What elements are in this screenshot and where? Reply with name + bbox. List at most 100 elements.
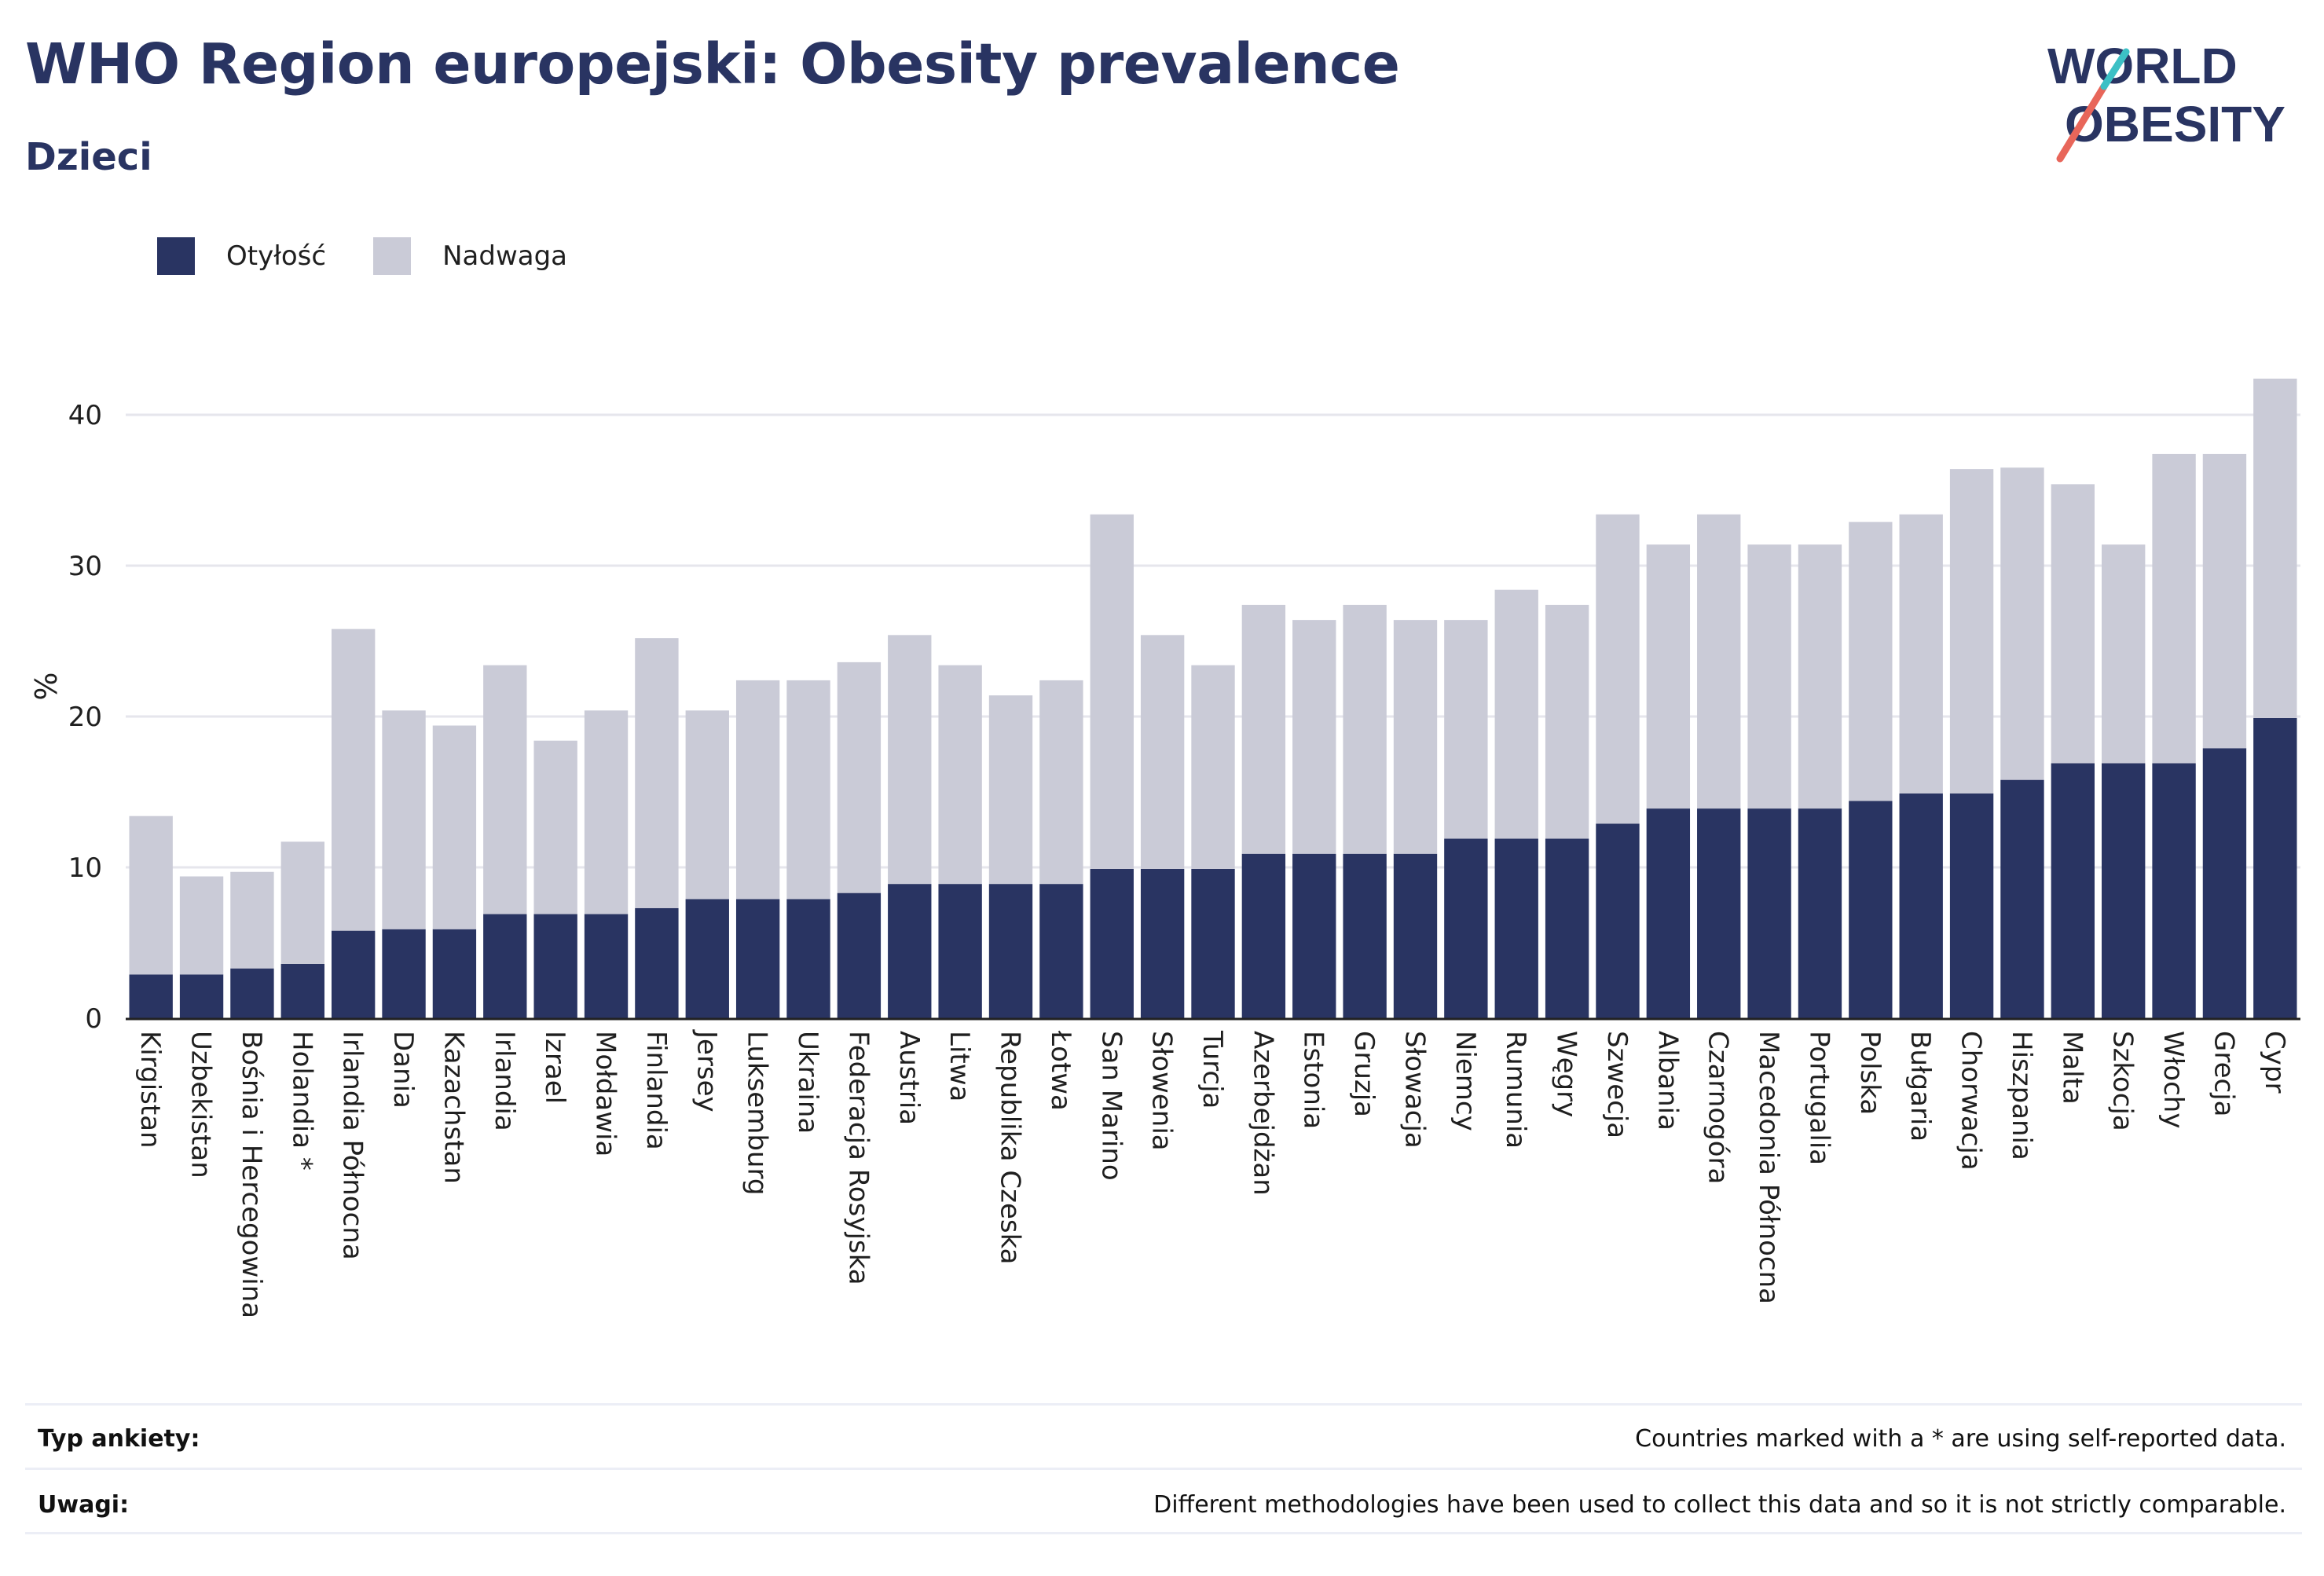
x-tick-label: Mołdawia [590, 1031, 621, 1156]
y-tick-label: 10 [68, 852, 102, 884]
bar-obesity [584, 914, 629, 1018]
bar-overweight [1039, 680, 1083, 885]
bar-overweight [1393, 620, 1438, 854]
svg-text:WORLD: WORLD [2047, 38, 2238, 94]
x-tick-label: Węgry [1551, 1031, 1582, 1117]
bar-overweight [179, 876, 224, 975]
bar-obesity [635, 907, 679, 1018]
x-tick-label: Litwa [944, 1031, 975, 1101]
bar-obesity [483, 914, 527, 1018]
x-tick-label: Rumunia [1500, 1031, 1531, 1149]
bar-obesity [1191, 868, 1235, 1018]
page-title: WHO Region europejski: Obesity prevalenc… [25, 31, 1400, 97]
notes-label: Uwagi: [38, 1491, 130, 1519]
bar-overweight [331, 629, 376, 931]
chart-legend: Otyłość Nadwaga [157, 234, 614, 278]
x-tick-label: Jersey [691, 1029, 722, 1112]
bar-obesity [1292, 853, 1336, 1018]
bar-obesity [382, 929, 426, 1018]
bar-overweight [1140, 635, 1185, 869]
bar-obesity [1949, 793, 1994, 1018]
legend-item-overweight[interactable]: Nadwaga [373, 237, 567, 275]
bar-overweight [533, 740, 577, 914]
bar-obesity [1090, 868, 1134, 1018]
bar-obesity [685, 899, 729, 1018]
x-tick-label: Włochy [2157, 1031, 2189, 1128]
bar-overweight [2102, 544, 2146, 764]
bar-overweight [786, 680, 830, 900]
bar-overweight [1899, 514, 1943, 793]
bar-overweight [1292, 620, 1336, 854]
x-tick-label: Bułgaria [1904, 1031, 1936, 1142]
x-tick-label: Uzbekistan [185, 1031, 217, 1178]
x-tick-label: Słowenia [1146, 1031, 1178, 1151]
bar-obesity [1646, 808, 1691, 1018]
x-tick-label: Luksemburg [742, 1031, 773, 1195]
x-tick-label: Azerbejdżan [1247, 1031, 1278, 1196]
stacked-bar-chart: 0 10 20 30 40% Kirgistan Uzbekistan Bośnia i He… [29, 378, 2300, 1318]
x-tick-label: Słowacja [1398, 1031, 1430, 1149]
x-tick-label: Macedonia Północna [1753, 1031, 1784, 1304]
x-tick-label: Niemcy [1450, 1031, 1481, 1131]
bar-overweight [1747, 544, 1791, 809]
y-tick-label: 40 [68, 400, 102, 431]
bar-overweight [432, 725, 477, 929]
x-tick-label: Turcja [1197, 1030, 1228, 1109]
bar-obesity [837, 892, 882, 1018]
bar-obesity [786, 899, 830, 1018]
bar-overweight [1241, 604, 1286, 854]
legend-swatch-overweight [373, 237, 412, 275]
y-tick-label: 20 [68, 702, 102, 733]
x-tick-label: Bośnia i Hercegowina [236, 1031, 267, 1318]
bar-overweight [2051, 484, 2095, 764]
bar-overweight [988, 695, 1033, 885]
bar-obesity [1899, 793, 1943, 1018]
bar-overweight [635, 638, 679, 908]
x-tick-label: Malta [2056, 1031, 2088, 1105]
survey-type-value: Countries marked with a * are using self… [1635, 1425, 2286, 1453]
x-tick-label: Gruzja [1348, 1031, 1380, 1117]
y-tick-label: 30 [68, 551, 102, 582]
bar-overweight [837, 662, 882, 893]
svg-text:OBESITY: OBESITY [2065, 96, 2286, 152]
x-tick-label: Holandia * [286, 1031, 317, 1171]
bar-obesity [1596, 823, 1640, 1018]
bar-overweight [1090, 514, 1134, 869]
y-tick-label: 0 [85, 1003, 102, 1035]
bar-obesity [1849, 801, 1893, 1018]
bar-obesity [1494, 838, 1538, 1018]
bar-obesity [2102, 763, 2146, 1018]
x-tick-label: Czarnogóra [1703, 1031, 1734, 1184]
x-tick-label: Irlandia Północna [337, 1031, 368, 1260]
bar-overweight [1494, 589, 1538, 839]
bar-obesity [1697, 808, 1741, 1018]
x-tick-label: Dania [387, 1031, 419, 1109]
bar-overweight [1545, 604, 1589, 839]
x-tick-label: Izrael [539, 1031, 570, 1104]
bar-obesity [129, 974, 173, 1018]
notes-value: Different methodologies have been used t… [1153, 1491, 2286, 1519]
x-tick-label: Kazachstan [438, 1031, 469, 1184]
bar-overweight [1949, 469, 1994, 793]
x-tick-label: Republika Czeska [995, 1031, 1026, 1265]
bar-overweight [2253, 378, 2297, 718]
survey-type-label: Typ ankiety: [38, 1425, 200, 1453]
bar-obesity [2202, 748, 2247, 1018]
page-subtitle: Dzieci [25, 135, 152, 179]
bar-obesity [533, 914, 577, 1018]
world-obesity-logo: WORLD OBESITY [2047, 38, 2286, 163]
bar-overweight [1444, 620, 1488, 839]
bar-overweight [483, 665, 527, 914]
x-tick-label: San Marino [1095, 1031, 1127, 1181]
x-tick-label: Ukraina [792, 1031, 823, 1134]
legend-item-obesity[interactable]: Otyłość [157, 237, 326, 275]
bar-overweight [735, 680, 780, 900]
bar-obesity [888, 884, 932, 1018]
bar-obesity [179, 974, 224, 1018]
bar-overweight [584, 710, 629, 914]
bar-obesity [331, 930, 376, 1018]
x-tick-label: Szkocja [2107, 1031, 2139, 1131]
y-axis-label: % [29, 673, 64, 701]
x-tick-label: Estonia [1298, 1031, 1329, 1129]
bar-obesity [230, 968, 274, 1018]
